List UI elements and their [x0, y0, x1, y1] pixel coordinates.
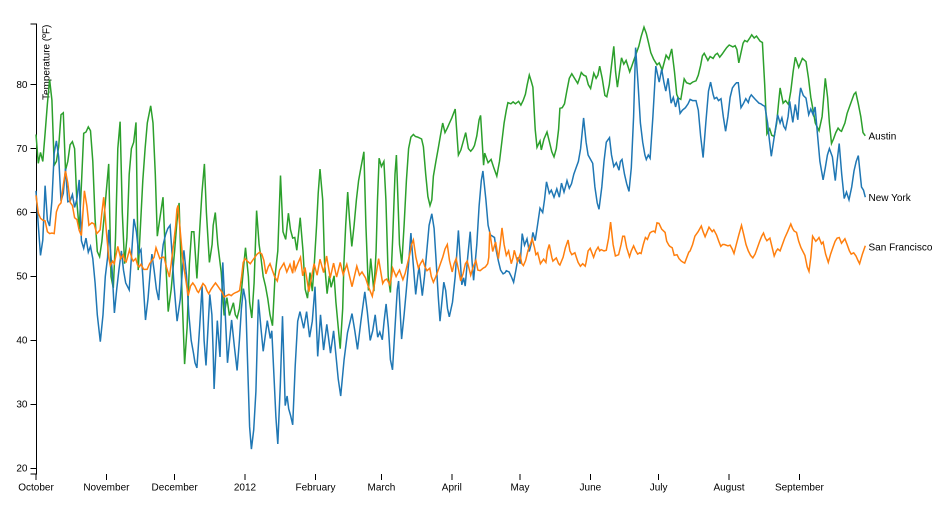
svg-text:40: 40	[16, 336, 28, 347]
svg-text:July: July	[650, 482, 668, 493]
svg-text:March: March	[368, 482, 396, 493]
svg-text:20: 20	[16, 464, 28, 475]
svg-text:70: 70	[16, 144, 28, 155]
svg-text:2012: 2012	[234, 482, 257, 493]
svg-text:October: October	[18, 482, 54, 493]
svg-text:60: 60	[16, 208, 28, 219]
svg-text:Temperature (ºF): Temperature (ºF)	[42, 25, 53, 100]
svg-text:December: December	[152, 482, 199, 493]
svg-text:New York: New York	[869, 193, 912, 204]
svg-text:May: May	[511, 482, 530, 493]
svg-text:San Francisco: San Francisco	[869, 243, 933, 254]
svg-text:February: February	[295, 482, 335, 493]
svg-text:September: September	[775, 482, 825, 493]
svg-text:August: August	[713, 482, 744, 493]
svg-text:June: June	[580, 482, 602, 493]
svg-text:50: 50	[16, 272, 28, 283]
svg-text:April: April	[442, 482, 462, 493]
svg-text:80: 80	[16, 80, 28, 91]
svg-text:Austin: Austin	[869, 132, 897, 143]
svg-text:November: November	[83, 482, 130, 493]
svg-text:30: 30	[16, 400, 28, 411]
